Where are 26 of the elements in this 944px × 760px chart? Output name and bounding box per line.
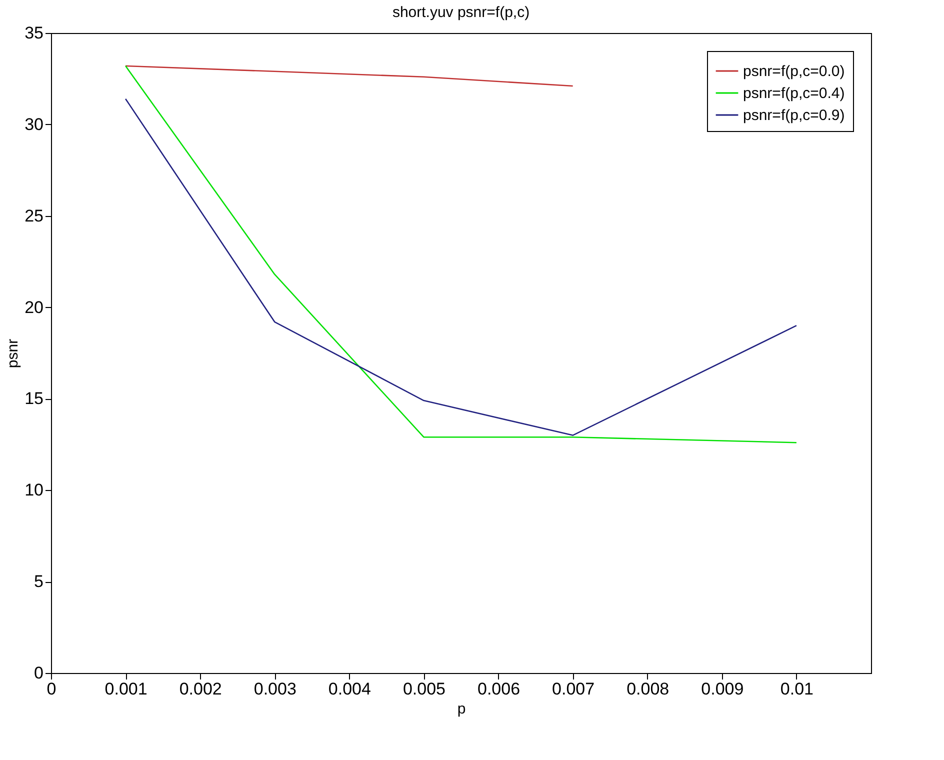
x-tick-label: 0.01 — [780, 680, 814, 698]
x-tick-label: 0.008 — [626, 680, 670, 698]
chart-title: short.yuv psnr=f(p,c) — [392, 4, 530, 21]
x-axis-title: p — [457, 700, 466, 718]
y-tick-label: 20 — [24, 298, 44, 317]
x-tick-label: 0.007 — [552, 680, 595, 698]
x-tick-label: 0.004 — [328, 680, 371, 698]
y-tick-label: 0 — [34, 664, 44, 682]
x-tick-label: 0.006 — [478, 680, 520, 698]
legend-label: psnr=f(p,c=0.0) — [743, 63, 845, 80]
y-axis-title: psnr — [4, 338, 22, 368]
line-series — [124, 65, 574, 87]
x-tick-label: 0 — [46, 680, 56, 698]
y-tick-label: 15 — [24, 389, 44, 408]
y-tick-label: 35 — [24, 24, 44, 42]
legend-label: psnr=f(p,c=0.4) — [743, 85, 845, 102]
legend-label: psnr=f(p,c=0.9) — [743, 107, 845, 124]
x-tick-label: 0.002 — [179, 680, 222, 698]
y-tick-label: 5 — [34, 572, 44, 592]
y-tick-label: 10 — [24, 480, 44, 500]
x-tick-label: 0.001 — [104, 680, 148, 698]
x-tick-label: 0.009 — [701, 680, 744, 698]
y-tick-label: 30 — [24, 114, 44, 134]
x-tick-label: 0.003 — [254, 680, 296, 698]
y-tick-label: 25 — [24, 206, 44, 226]
x-tick-label: 0.005 — [402, 680, 446, 698]
